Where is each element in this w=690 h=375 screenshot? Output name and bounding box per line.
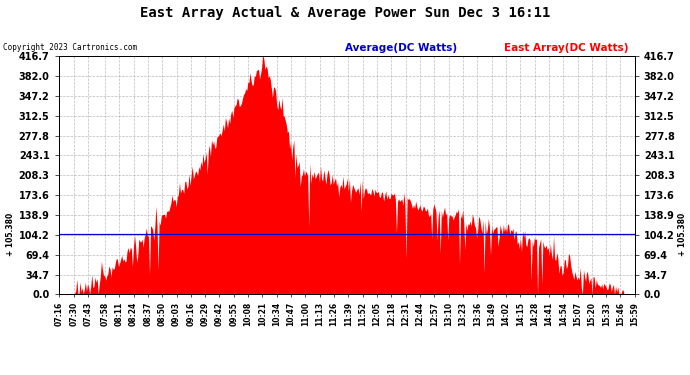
Text: + 105.380: + 105.380	[6, 213, 15, 256]
Text: East Array Actual & Average Power Sun Dec 3 16:11: East Array Actual & Average Power Sun De…	[140, 6, 550, 20]
Text: East Array(DC Watts): East Array(DC Watts)	[504, 43, 628, 53]
Text: + 105.380: + 105.380	[678, 213, 687, 256]
Text: Copyright 2023 Cartronics.com: Copyright 2023 Cartronics.com	[3, 43, 137, 52]
Text: Average(DC Watts): Average(DC Watts)	[345, 43, 457, 53]
